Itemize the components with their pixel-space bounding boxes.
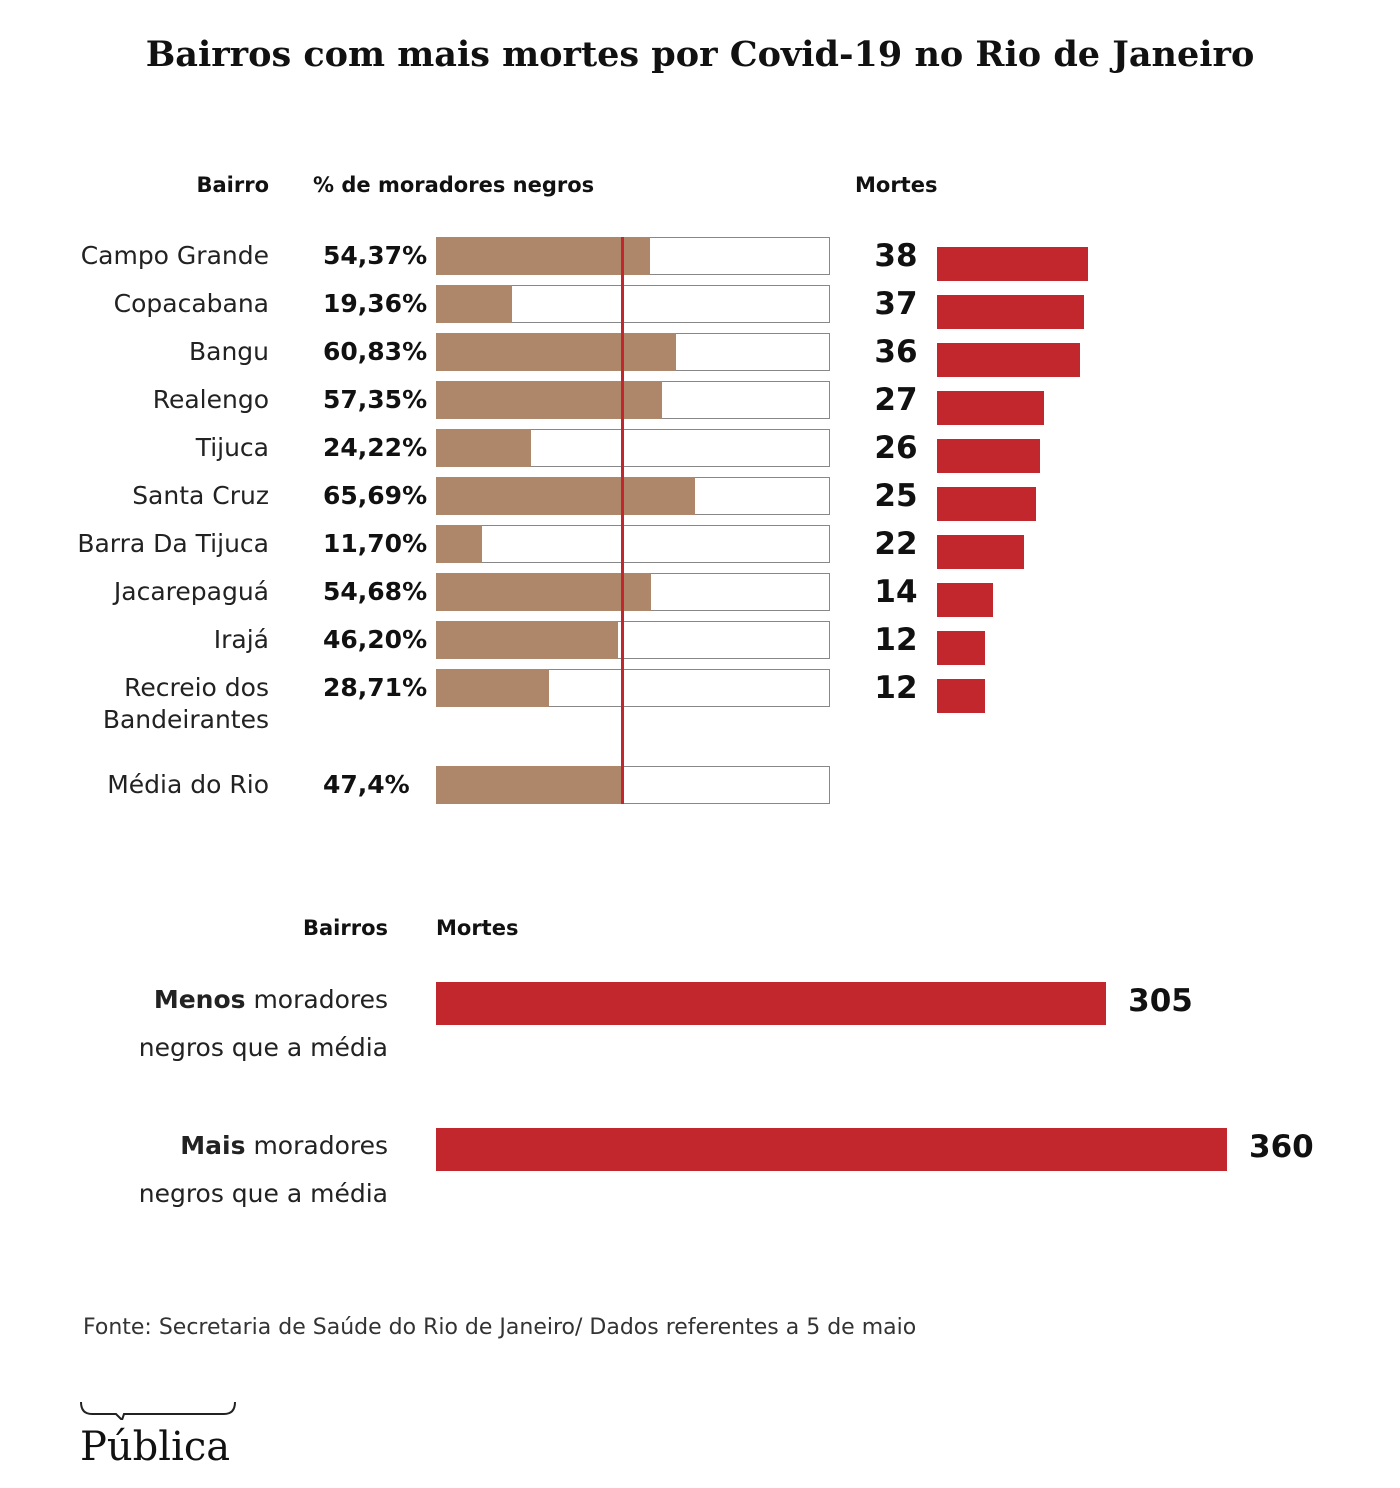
value-label: 14 xyxy=(874,574,918,610)
bar xyxy=(436,982,1107,1025)
category-label: Barra Da Tijuca xyxy=(77,529,269,558)
bar-frame xyxy=(436,525,830,563)
value-label: 36 xyxy=(874,334,918,370)
bar xyxy=(937,439,1041,473)
bar xyxy=(436,477,695,515)
category-label: Mais moradores negros que a média xyxy=(138,1131,388,1208)
bar xyxy=(937,679,985,713)
value-label: 38 xyxy=(874,238,918,274)
source: Fonte: Secretaria de Saúde do Rio de Jan… xyxy=(83,1315,917,1340)
category-label: Santa Cruz xyxy=(132,481,269,510)
bar xyxy=(937,295,1085,329)
category-label: Recreio dos Bandeirantes xyxy=(102,673,269,734)
value-label: 65,69% xyxy=(323,481,428,510)
value-label: 305 xyxy=(1128,983,1193,1019)
bar xyxy=(436,237,651,275)
value-label: 54,68% xyxy=(323,577,428,606)
chart-title: Bairros com mais mortes por Covid-19 no … xyxy=(145,34,1255,75)
bar xyxy=(436,766,623,804)
category-label: Realengo xyxy=(152,385,269,414)
category-label: Bangu xyxy=(188,337,269,366)
value-label: 360 xyxy=(1249,1129,1314,1165)
value-label: 25 xyxy=(874,478,918,514)
reference-line xyxy=(621,237,625,804)
category-label: Média do Rio xyxy=(107,770,269,799)
value-label: 47,4% xyxy=(323,770,410,799)
category-label: Irajá xyxy=(213,625,269,654)
column-header: Mortes xyxy=(855,173,938,197)
bar xyxy=(937,391,1045,425)
column-header: % de moradores negros xyxy=(313,173,595,197)
value-label: 54,37% xyxy=(323,241,428,270)
value-label: 57,35% xyxy=(323,385,428,414)
value-label: 28,71% xyxy=(323,673,428,702)
bar xyxy=(436,525,483,563)
value-label: 19,36% xyxy=(323,289,428,318)
column-header: Bairro xyxy=(196,173,269,197)
bar xyxy=(436,333,676,371)
value-label: 12 xyxy=(874,670,918,706)
value-label: 27 xyxy=(874,382,918,418)
bar xyxy=(937,535,1025,569)
bar xyxy=(937,247,1088,281)
value-label: 60,83% xyxy=(323,337,428,366)
value-label: 24,22% xyxy=(323,433,428,462)
column-header: Bairros xyxy=(302,916,388,940)
category-label: Menos moradores negros que a média xyxy=(138,985,388,1062)
bar xyxy=(937,583,993,617)
bar xyxy=(937,631,985,665)
value-label: 26 xyxy=(874,430,918,466)
bar xyxy=(436,285,513,323)
value-label: 11,70% xyxy=(323,529,428,558)
bar xyxy=(436,669,550,707)
bar xyxy=(937,343,1081,377)
category-label: Campo Grande xyxy=(80,241,269,270)
logo-bracket xyxy=(80,1401,236,1420)
logo: Pública xyxy=(80,1424,231,1470)
value-label: 22 xyxy=(874,526,918,562)
column-header: Mortes xyxy=(436,916,519,940)
bar xyxy=(436,381,662,419)
bar xyxy=(436,1128,1227,1171)
category-label: Copacabana xyxy=(113,289,269,318)
value-label: 46,20% xyxy=(323,625,428,654)
value-label: 37 xyxy=(874,286,918,322)
category-label: Jacarepaguá xyxy=(113,577,269,606)
category-label: Tijuca xyxy=(195,433,269,462)
bar xyxy=(937,487,1037,521)
value-label: 12 xyxy=(874,622,918,658)
bar xyxy=(436,573,652,611)
bar xyxy=(436,621,619,659)
bar xyxy=(436,429,532,467)
